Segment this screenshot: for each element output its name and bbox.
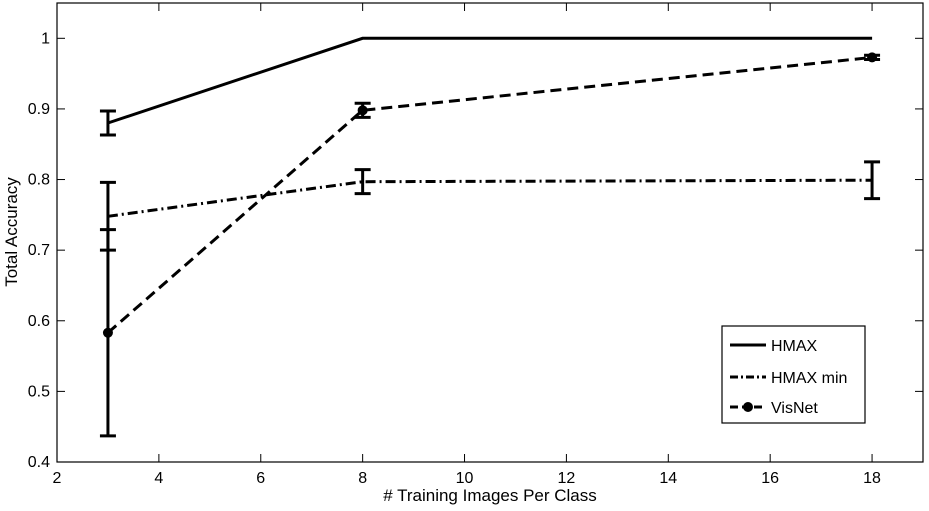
data-point-visnet <box>102 327 113 338</box>
legend-marker-visnet <box>743 402 753 412</box>
y-tick-label: 0.9 <box>28 101 50 118</box>
y-tick-label: 0.4 <box>28 454 50 471</box>
x-tick-label: 12 <box>558 470 576 487</box>
legend-label-hmax-min: HMAX min <box>771 370 847 387</box>
y-tick-label: 0.7 <box>28 242 50 259</box>
legend-label-hmax: HMAX <box>771 338 818 355</box>
legend: HMAX HMAX min VisNet <box>721 325 866 424</box>
data-point-visnet <box>867 52 878 63</box>
x-tick-label: 16 <box>761 470 779 487</box>
x-tick-label: 6 <box>256 470 265 487</box>
y-tick-label: 0.8 <box>28 172 50 189</box>
y-tick-label: 0.6 <box>28 313 50 330</box>
series-line-hmax <box>107 36 873 125</box>
legend-label-visnet: VisNet <box>771 400 818 417</box>
series-line-visnet <box>106 55 873 334</box>
x-tick-label: 8 <box>358 470 367 487</box>
x-tick-label: 4 <box>154 470 163 487</box>
x-tick-label: 18 <box>863 470 881 487</box>
x-tick-label: 2 <box>53 470 62 487</box>
x-tick-label: 14 <box>659 470 677 487</box>
axis-ticks: 2 4 6 8 10 12 14 16 18 0.4 0.5 0.6 0.7 0.8 0.9 1 <box>28 3 923 487</box>
x-axis-label: # Training Images Per Class <box>383 486 597 505</box>
y-tick-label: 0.5 <box>28 383 50 400</box>
y-axis-label: Total Accuracy <box>2 177 21 287</box>
series-layer <box>99 36 881 438</box>
series-line-hmax-min <box>107 178 873 218</box>
data-point-visnet <box>357 105 368 116</box>
y-tick-label: 1 <box>41 30 50 47</box>
x-tick-label: 10 <box>456 470 474 487</box>
